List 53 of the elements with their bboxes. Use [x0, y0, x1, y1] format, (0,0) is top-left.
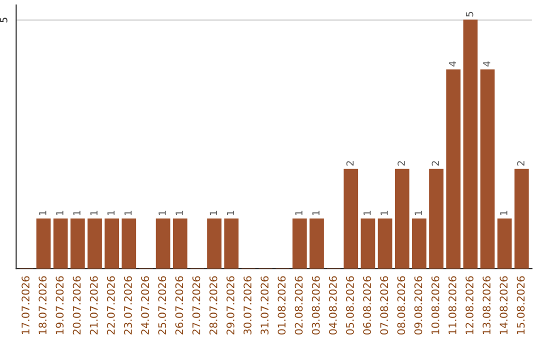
x-tick-label: 04.08.2026	[328, 276, 337, 334]
x-tick-label: 30.07.2026	[244, 276, 252, 334]
data-label: 1	[90, 210, 98, 216]
x-tick-label: 26.07.2026	[175, 276, 184, 334]
data-label: 1	[295, 210, 302, 216]
x-tick-label: 07.08.2026	[380, 276, 388, 334]
data-label: 2	[432, 161, 439, 166]
data-label: 1	[73, 210, 80, 216]
x-tick-label: 03.08.2026	[312, 276, 320, 334]
x-tick-label: 21.07.2026	[90, 276, 98, 334]
x-tick-label: 20.07.2026	[72, 276, 81, 334]
x-tick-label: 12.08.2026	[466, 276, 474, 334]
data-label: 1	[39, 210, 46, 216]
x-tick-label: 19.07.2026	[56, 276, 64, 334]
x-tick-label: 18.07.2026	[38, 276, 47, 334]
x-tick-label: 23.07.2026	[124, 276, 132, 334]
x-tick-label: 14.08.2026	[500, 276, 508, 334]
data-label: 4	[483, 61, 490, 66]
data-label: 1	[107, 210, 115, 216]
x-tick-label: 17.07.2026	[22, 276, 30, 334]
data-label: 1	[210, 210, 217, 216]
data-label: 1	[380, 210, 388, 216]
data-label: 1	[312, 210, 320, 216]
x-tick-label: 10.08.2026	[431, 276, 440, 334]
data-label: 1	[176, 210, 183, 216]
data-label: 2	[346, 161, 354, 166]
data-label: 5	[466, 12, 474, 16]
data-label: 1	[56, 210, 64, 216]
x-tick-label: 01.08.2026	[278, 276, 286, 334]
data-label: 1	[414, 210, 422, 216]
x-tick-label: 29.07.2026	[226, 276, 234, 334]
data-label: 1	[124, 210, 132, 216]
x-tick-label: 06.08.2026	[363, 276, 371, 334]
x-tick-label: 24.07.2026	[141, 276, 149, 334]
x-tick-label: 02.08.2026	[294, 276, 303, 334]
data-label: 4	[448, 61, 456, 66]
data-label: 1	[500, 210, 508, 216]
x-tick-label: 25.07.2026	[158, 276, 166, 334]
data-label: 1	[226, 210, 234, 216]
x-tick-label: 15.08.2026	[516, 276, 525, 334]
x-tick-label: 09.08.2026	[414, 276, 422, 334]
x-tick-label: 22.07.2026	[106, 276, 115, 334]
x-tick-label: 31.07.2026	[260, 276, 269, 334]
data-label: 2	[398, 161, 405, 166]
x-tick-label: 08.08.2026	[397, 276, 406, 334]
x-tick-label: 05.08.2026	[346, 276, 354, 334]
x-tick-label: 13.08.2026	[482, 276, 491, 334]
x-tick-label: 27.07.2026	[192, 276, 200, 334]
x-tick-label: 11.08.2026	[448, 276, 456, 334]
data-label: 1	[364, 210, 371, 216]
data-label: 1	[158, 210, 166, 216]
x-tick-label: 28.07.2026	[209, 276, 218, 334]
data-label: 2	[517, 161, 524, 166]
